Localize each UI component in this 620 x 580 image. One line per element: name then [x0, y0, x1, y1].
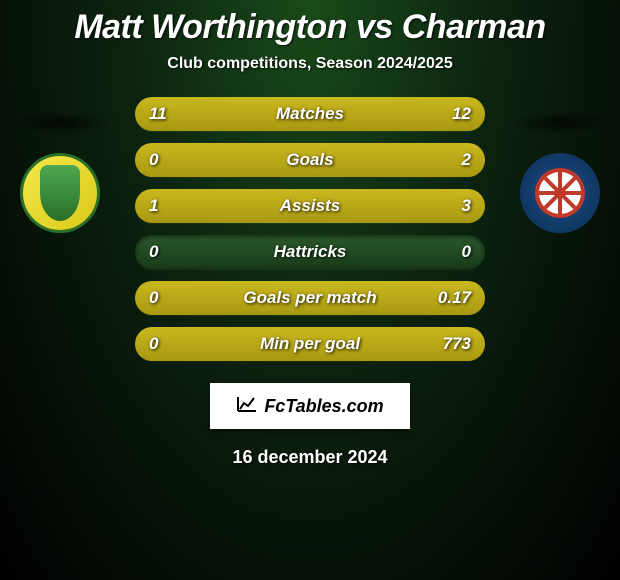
shadow-ellipse-left [10, 111, 110, 135]
stat-label: Hattricks [135, 235, 485, 269]
stat-label: Goals per match [135, 281, 485, 315]
page-title: Matt Worthington vs Charman [74, 8, 545, 47]
stat-bar: 0773Min per goal [135, 327, 485, 361]
stats-area: 1112Matches 02Goals 13Assists 00Hattricks 00… [0, 97, 620, 361]
stat-label: Assists [135, 189, 485, 223]
page-subtitle: Club competitions, Season 2024/2025 [167, 55, 452, 73]
stat-bar: 00Hattricks [135, 235, 485, 269]
stat-label: Goals [135, 143, 485, 177]
crest-right-shield [520, 153, 600, 233]
team-crest-left [20, 153, 100, 233]
stat-bar: 1112Matches [135, 97, 485, 131]
stat-bar: 00.17Goals per match [135, 281, 485, 315]
chart-icon [236, 395, 258, 418]
stat-label: Matches [135, 97, 485, 131]
stat-label: Min per goal [135, 327, 485, 361]
root: Matt Worthington vs Charman Club competi… [0, 0, 620, 468]
stat-bar: 13Assists [135, 189, 485, 223]
footer-site: FcTables.com [264, 396, 383, 417]
stat-bar: 02Goals [135, 143, 485, 177]
footer-date: 16 december 2024 [232, 447, 387, 468]
stat-bars: 1112Matches 02Goals 13Assists 00Hattricks 00… [135, 97, 485, 361]
footer-badge[interactable]: FcTables.com [210, 383, 410, 429]
crest-left-shield [20, 153, 100, 233]
shadow-ellipse-right [510, 111, 610, 135]
crest-left-inner [40, 165, 80, 221]
crest-right-wheel [535, 168, 585, 218]
team-crest-right [520, 153, 600, 233]
